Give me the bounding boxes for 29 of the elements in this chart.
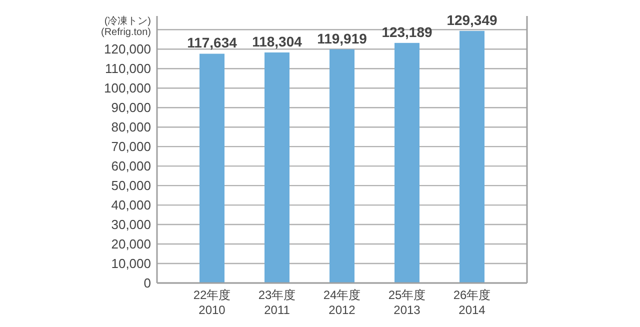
- data-label: 119,919: [317, 30, 368, 46]
- x-tick-label: 24年度 2012: [323, 288, 361, 317]
- y-tick-label: 80,000: [111, 120, 151, 135]
- bar: [460, 30, 484, 283]
- y-axis-title: (冷凍トン) (Refrig.ton): [100, 15, 151, 38]
- y-tick-label: 100,000: [104, 80, 151, 96]
- y-tick-label: 90,000: [111, 100, 151, 116]
- x-tick-label: 25年度 2013: [388, 288, 426, 317]
- bar: [394, 42, 420, 283]
- data-label: 117,634: [187, 34, 238, 51]
- bar: [264, 52, 290, 283]
- x-tick-label: 23年度 2011: [258, 288, 296, 317]
- x-tick-label: 26年度 2014: [453, 288, 491, 317]
- y-tick-label: 120,000: [104, 42, 151, 57]
- y-tick-label: 50,000: [111, 178, 151, 194]
- y-tick-label: 20,000: [111, 236, 151, 252]
- y-tick-label: 0: [144, 276, 151, 290]
- y-tick-label: 10,000: [111, 256, 151, 272]
- bar: [200, 54, 224, 283]
- y-tick-label: 110,000: [104, 61, 151, 76]
- bar: [330, 49, 354, 283]
- x-tick-label: 22年度 2010: [193, 288, 231, 317]
- y-tick-label: 30,000: [111, 217, 151, 232]
- y-tick-label: 40,000: [111, 198, 151, 213]
- y-tick-label: 60,000: [111, 158, 151, 174]
- data-label: 129,349: [446, 12, 498, 28]
- y-tick-label: 70,000: [111, 139, 151, 154]
- data-label: 118,304: [252, 33, 302, 50]
- data-label: 123,189: [382, 24, 433, 40]
